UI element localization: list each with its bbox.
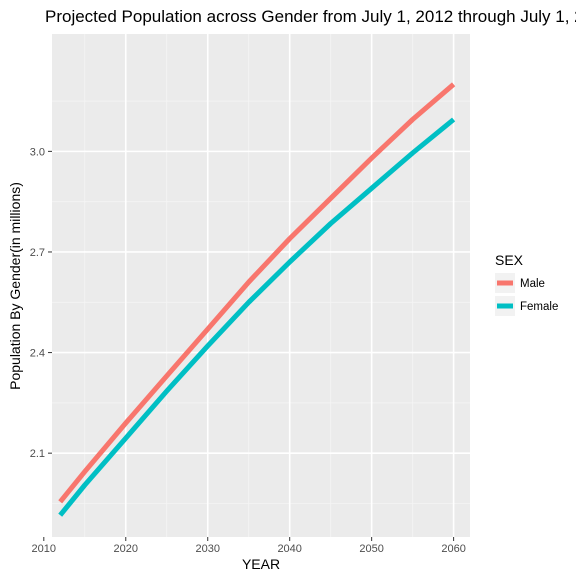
x-axis-title: YEAR xyxy=(242,556,280,572)
y-axis-title: Population By Gender(in millions) xyxy=(7,182,23,390)
plot-panel xyxy=(52,34,470,537)
x-tick-label: 2050 xyxy=(359,543,383,555)
legend-label-male: Male xyxy=(520,278,545,290)
legend-title: SEX xyxy=(495,252,524,268)
x-axis: 2010 2020 2030 2040 2050 2060 xyxy=(32,537,466,555)
y-tick-label: 3.0 xyxy=(30,146,45,158)
grid-minor xyxy=(52,34,470,537)
x-tick-label: 2060 xyxy=(441,543,465,555)
x-tick-label: 2010 xyxy=(32,543,56,555)
y-tick-label: 2.1 xyxy=(30,448,45,460)
x-tick-label: 2030 xyxy=(195,543,219,555)
series-line-female xyxy=(58,117,456,517)
x-tick-label: 2020 xyxy=(114,543,138,555)
y-axis: 2.1 2.4 2.7 3.0 xyxy=(30,146,52,460)
legend-label-female: Female xyxy=(520,301,558,313)
y-tick-label: 2.4 xyxy=(30,348,45,360)
series-lines xyxy=(58,82,456,517)
chart-title: Projected Population across Gender from … xyxy=(45,7,576,26)
x-tick-label: 2040 xyxy=(277,543,301,555)
grid-major xyxy=(43,34,470,537)
series-line-male xyxy=(58,82,456,504)
legend: SEX Male Female xyxy=(495,252,558,316)
y-tick-label: 2.7 xyxy=(30,247,45,259)
